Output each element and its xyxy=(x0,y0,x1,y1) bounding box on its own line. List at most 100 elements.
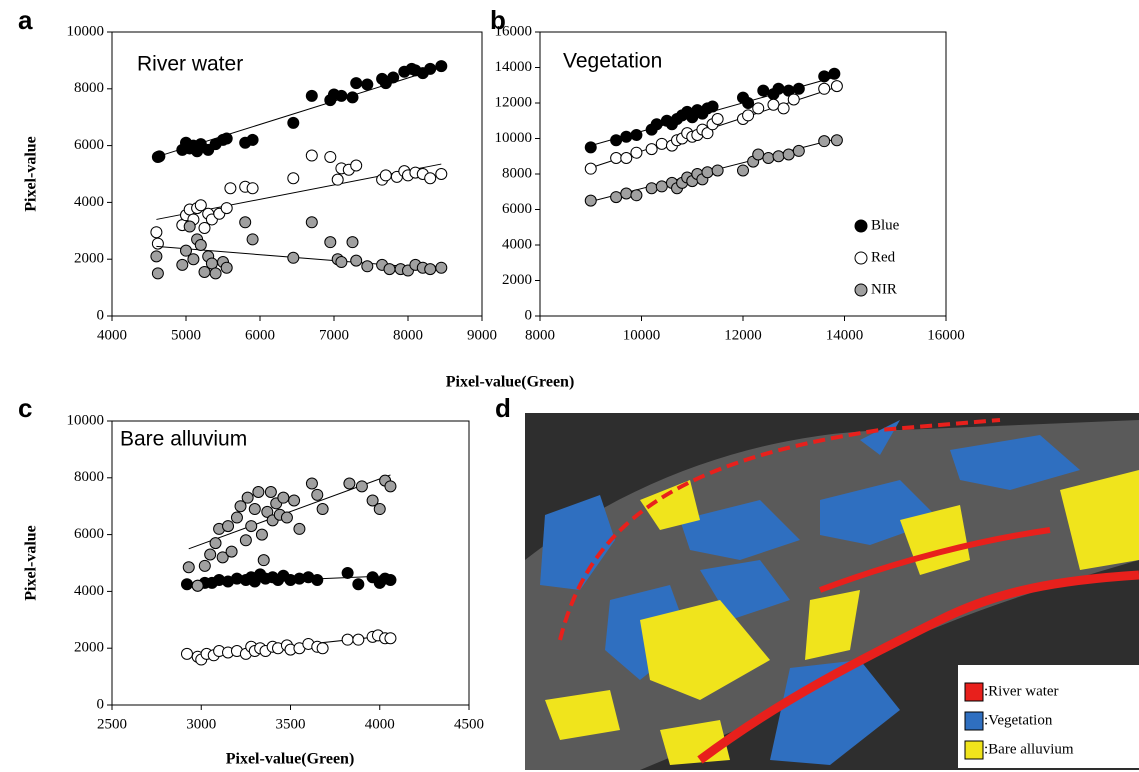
legend-label: Blue xyxy=(871,217,900,233)
map-river xyxy=(558,418,1001,641)
point xyxy=(584,194,597,207)
point xyxy=(610,152,623,165)
point xyxy=(150,250,163,263)
y-tick-label: 2000 xyxy=(502,272,532,288)
point xyxy=(264,486,277,498)
point xyxy=(257,554,270,567)
point xyxy=(293,522,306,535)
x-tick-label: 9000 xyxy=(467,327,497,343)
point xyxy=(280,511,293,524)
point xyxy=(220,132,233,145)
point xyxy=(767,98,780,111)
point xyxy=(311,574,324,587)
point xyxy=(183,220,196,233)
point xyxy=(230,511,243,524)
point xyxy=(305,477,318,490)
point xyxy=(742,109,755,122)
point xyxy=(424,263,437,276)
point xyxy=(343,477,356,490)
point xyxy=(255,528,268,541)
point xyxy=(650,118,663,131)
point xyxy=(777,102,790,115)
panel-letter: a xyxy=(18,5,33,35)
point xyxy=(772,150,785,163)
plot-frame xyxy=(111,31,483,317)
x-axis-label: Pixel-value(Green) xyxy=(446,374,575,391)
map-patch xyxy=(1060,470,1139,570)
map-patch xyxy=(540,495,615,590)
point xyxy=(316,642,329,655)
point xyxy=(792,144,805,157)
chart-title: Vegetation xyxy=(563,50,662,73)
x-tick-label: 7000 xyxy=(319,327,349,343)
point xyxy=(435,261,448,274)
y-tick-label: 4000 xyxy=(74,194,104,210)
y-tick-label: 8000 xyxy=(74,80,104,96)
point xyxy=(150,226,163,239)
x-tick-label: 8000 xyxy=(393,327,423,343)
y-tick-label: 10000 xyxy=(495,130,533,146)
plot-frame xyxy=(111,420,470,706)
point xyxy=(655,180,668,193)
point xyxy=(711,112,724,125)
point xyxy=(379,169,392,182)
point xyxy=(241,491,254,504)
x-axis-label: Pixel-value(Green) xyxy=(226,751,355,768)
map-legend-box xyxy=(958,665,1139,768)
map-patch xyxy=(950,435,1080,490)
map-patch xyxy=(640,600,770,700)
point xyxy=(245,520,258,533)
y-tick-label: 12000 xyxy=(495,94,533,110)
y-tick-label: 6000 xyxy=(74,526,104,542)
point xyxy=(346,91,359,104)
x-tick-label: 16000 xyxy=(927,327,965,343)
point xyxy=(335,256,348,269)
point xyxy=(584,141,597,154)
point xyxy=(288,494,301,507)
point xyxy=(787,93,800,106)
point xyxy=(620,152,633,165)
point xyxy=(305,216,318,229)
point xyxy=(830,80,843,93)
point xyxy=(209,267,222,280)
point xyxy=(194,199,207,212)
point xyxy=(361,78,374,91)
y-tick-label: 6000 xyxy=(502,201,532,217)
point xyxy=(387,71,400,84)
point xyxy=(711,164,724,177)
map-patch xyxy=(545,690,620,740)
point xyxy=(198,221,211,234)
point xyxy=(818,135,831,148)
point xyxy=(366,494,379,507)
point xyxy=(424,172,437,185)
point xyxy=(645,182,658,195)
point xyxy=(737,164,749,177)
point xyxy=(384,480,397,493)
legend-label: :River water xyxy=(984,683,1059,699)
point xyxy=(383,263,396,276)
legend-marker xyxy=(854,219,868,233)
point xyxy=(350,254,363,267)
point xyxy=(220,261,233,274)
point xyxy=(828,67,841,80)
point xyxy=(277,491,290,504)
point xyxy=(630,128,643,141)
point xyxy=(246,233,259,246)
point xyxy=(335,89,348,102)
point xyxy=(153,150,166,163)
point xyxy=(341,566,354,579)
x-tick-label: 4000 xyxy=(365,716,395,732)
point xyxy=(752,102,765,115)
point xyxy=(792,82,805,95)
point xyxy=(706,100,719,113)
point xyxy=(435,168,448,180)
x-tick-label: 3000 xyxy=(186,716,216,732)
y-tick-label: 6000 xyxy=(74,137,104,153)
point xyxy=(246,182,259,195)
legend-swatch xyxy=(964,711,984,731)
y-tick-label: 16000 xyxy=(495,23,533,39)
point xyxy=(180,578,193,591)
point xyxy=(176,258,189,271)
point xyxy=(818,82,831,95)
point xyxy=(311,488,324,501)
